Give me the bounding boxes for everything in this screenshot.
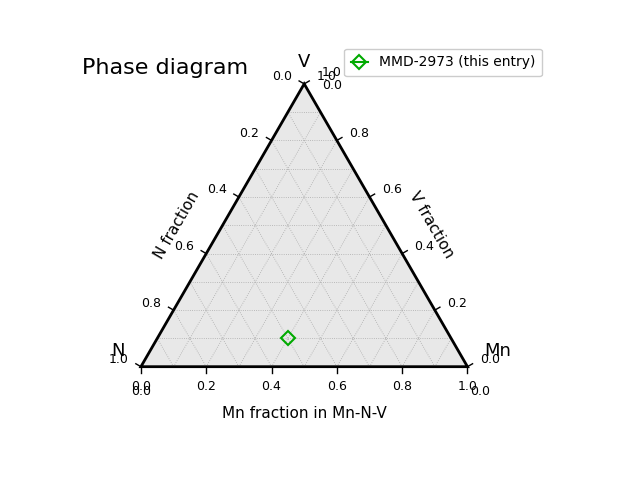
Text: 0.6: 0.6	[327, 380, 347, 393]
Text: 0.0: 0.0	[470, 384, 490, 397]
Polygon shape	[141, 84, 467, 367]
Text: 0.6: 0.6	[174, 240, 194, 253]
Text: 0.4: 0.4	[414, 240, 434, 253]
Text: 0.0: 0.0	[131, 380, 151, 393]
Legend: MMD-2973 (this entry): MMD-2973 (this entry)	[344, 48, 542, 76]
Text: V: V	[298, 53, 310, 71]
Text: 0.2: 0.2	[447, 297, 467, 310]
Text: 0.0: 0.0	[272, 71, 292, 84]
Text: Phase diagram: Phase diagram	[82, 58, 248, 78]
Text: 0.0: 0.0	[479, 353, 500, 366]
Text: N fraction: N fraction	[152, 189, 202, 262]
Text: N: N	[111, 342, 125, 360]
Text: 0.6: 0.6	[381, 183, 401, 196]
Text: 0.8: 0.8	[349, 127, 369, 140]
Text: Mn fraction in Mn-N-V: Mn fraction in Mn-N-V	[222, 406, 387, 421]
Text: 1.0: 1.0	[322, 66, 342, 79]
Text: 1.0: 1.0	[109, 353, 129, 366]
Text: 1.0: 1.0	[316, 71, 336, 84]
Text: 0.0: 0.0	[131, 384, 151, 397]
Text: 0.2: 0.2	[239, 127, 259, 140]
Text: 0.4: 0.4	[207, 183, 227, 196]
Text: 1.0: 1.0	[458, 380, 477, 393]
Text: 0.4: 0.4	[262, 380, 282, 393]
Text: Mn: Mn	[484, 342, 511, 360]
Text: 0.2: 0.2	[196, 380, 216, 393]
Text: 0.0: 0.0	[322, 79, 342, 92]
Text: 0.8: 0.8	[141, 297, 161, 310]
Text: V fraction: V fraction	[406, 190, 456, 261]
Text: 0.8: 0.8	[392, 380, 412, 393]
